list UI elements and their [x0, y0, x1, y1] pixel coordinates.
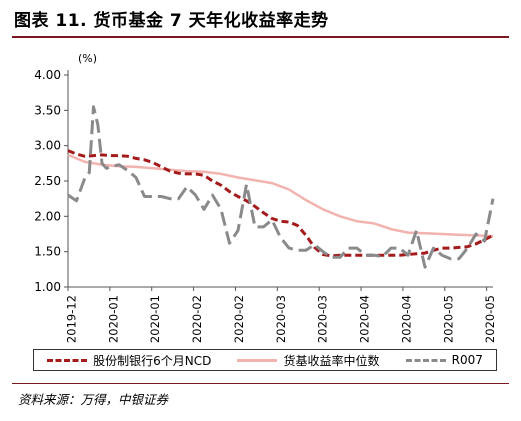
legend-swatch-ncd: [47, 358, 88, 362]
x-tick-label: 2020-02: [232, 295, 246, 343]
y-unit-label: (%): [78, 52, 97, 65]
chart-title: 图表 11. 货币基金 7 天年化收益率走势: [14, 11, 329, 31]
x-tick-label: 2020-05: [441, 295, 455, 343]
legend-item-ncd: 股份制银行6个月NCD: [47, 352, 211, 369]
x-tick-label: 2020-04: [399, 295, 413, 343]
y-tick-label: 4.00: [34, 68, 61, 82]
legend-label-mmf-median: 货基收益率中位数: [283, 353, 380, 368]
x-tick-label: 2020-05: [483, 295, 497, 343]
x-tick-label: 2020-04: [358, 295, 372, 343]
chart-legend: 股份制银行6个月NCD 货基收益率中位数 R007: [33, 349, 497, 371]
legend-label-r007: R007: [451, 353, 483, 367]
x-tick-label: 2020-03: [316, 295, 330, 343]
y-tick-label: 2.00: [34, 209, 61, 223]
source-divider: [12, 383, 509, 384]
series-line-ncd: [67, 149, 494, 258]
y-tick-label: 3.50: [34, 103, 61, 117]
x-tick-label: 2020-02: [190, 295, 204, 343]
series-line-r007: [67, 105, 495, 269]
y-tick-label: 1.50: [34, 245, 61, 259]
x-tick-label: 2019-12: [65, 295, 79, 343]
series-line-mmf-median: [67, 153, 494, 238]
source-note: 资料来源：万得，中银证券: [18, 392, 169, 407]
legend-swatch-mmf-median: [237, 358, 278, 362]
x-tick-label: 2020-03: [274, 295, 288, 343]
y-tick-label: 1.00: [34, 280, 61, 294]
y-tick-label: 2.50: [34, 174, 61, 188]
x-tick-label: 2020-01: [148, 295, 162, 343]
line-chart: (%) 1.00 1.50 2.00 2.50 3.00 3.50 4.00 2019-12 20…: [34, 52, 497, 343]
legend-label-ncd: 股份制银行6个月NCD: [93, 353, 212, 368]
legend-item-mmf-median: 货基收益率中位数: [237, 352, 379, 369]
legend-swatch-r007: [405, 358, 446, 362]
x-tick-label: 2020-01: [106, 295, 120, 343]
title-divider: [12, 36, 509, 38]
legend-item-r007: R007: [405, 353, 483, 367]
y-tick-label: 3.00: [34, 139, 61, 153]
